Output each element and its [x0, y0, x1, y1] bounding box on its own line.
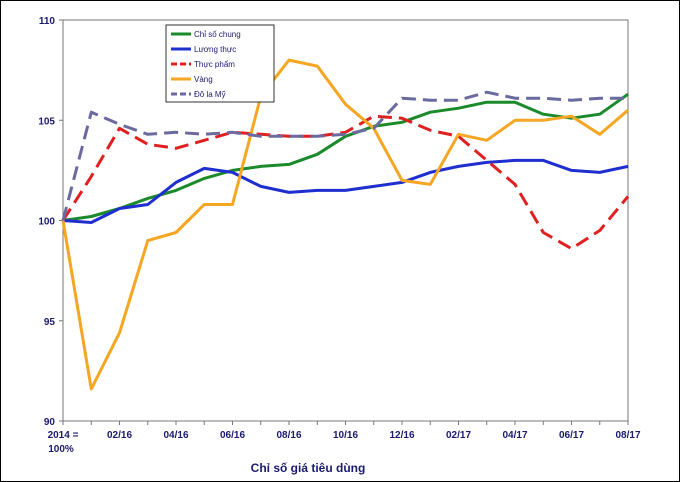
x-tick-label: 06/17: [559, 430, 584, 441]
legend-label: Chỉ số chung: [194, 30, 241, 39]
series-layer: [61, 58, 630, 391]
x-tick-label: 08/17: [615, 430, 640, 441]
x-axis-title: Chỉ số giá tiêu dùng: [251, 461, 366, 475]
legend: Chỉ số chung Lương thực Thực phẩm Vàng Đô la…: [165, 24, 275, 103]
x-tick-label: 2014 =: [48, 430, 79, 441]
plot-area: [62, 19, 629, 422]
y-tick-label: 110: [39, 16, 56, 27]
y-tick-label: 95: [44, 317, 56, 328]
x-tick-label: 02/16: [107, 430, 132, 441]
y-axis: 90 95 100 105 110: [38, 16, 63, 428]
x-tick-label: 04/17: [502, 430, 527, 441]
y-tick-label: 100: [38, 217, 55, 228]
series-line-5: [61, 90, 628, 221]
x-tick-label-line2: 100%: [48, 444, 74, 455]
legend-label: Thực phẩm: [194, 60, 235, 69]
legend-label: Đô la Mỹ: [194, 90, 226, 99]
legend-label: Vàng: [194, 75, 213, 84]
x-tick-label: 04/16: [163, 430, 188, 441]
series-line-4: [61, 58, 629, 391]
legend-label: Lương thực: [194, 45, 236, 54]
x-tick-label: 08/16: [276, 430, 301, 441]
x-axis: 2014 = 100% 02/16 04/16 06/16 08/16 10/16 12/16…: [48, 421, 641, 455]
x-tick-label: 12/16: [389, 430, 414, 441]
x-tick-label: 10/16: [333, 430, 358, 441]
series-line-1: [62, 92, 629, 222]
series-line-3: [61, 114, 630, 251]
x-tick-label: 06/16: [220, 430, 245, 441]
y-tick-label: 90: [44, 417, 56, 428]
y-tick-label: 105: [38, 116, 55, 127]
x-tick-label: 02/17: [446, 430, 471, 441]
series-line-2: [62, 158, 629, 224]
